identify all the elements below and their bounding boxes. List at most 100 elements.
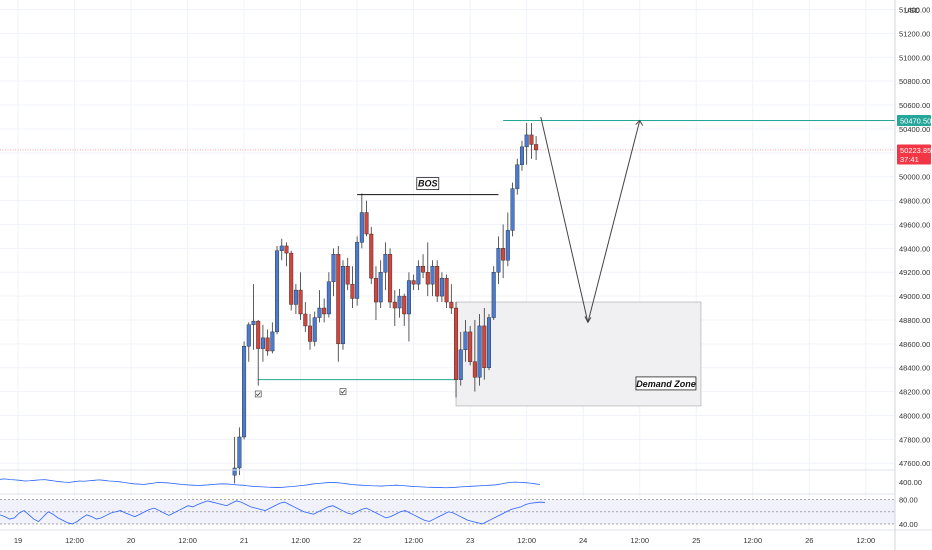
candle[interactable] [331,248,336,297]
projection-path [540,116,641,323]
candle[interactable] [477,313,482,386]
time-tick-label: 12:00 [630,536,649,545]
candle[interactable] [487,313,492,371]
candle[interactable] [275,245,280,335]
candle[interactable] [388,248,393,309]
candle[interactable] [411,274,416,291]
candle[interactable] [251,284,256,350]
candle-body [270,331,275,352]
candle[interactable] [303,302,308,332]
candle-body [251,320,256,325]
candle-body [454,307,459,380]
indicator1-tick-label: 400.00 [899,478,922,487]
candle-body [468,331,473,362]
time-tick-label: 12:00 [743,536,762,545]
candle[interactable] [468,325,473,366]
candle-body [491,272,496,318]
candle[interactable] [397,288,402,318]
candle[interactable] [421,254,426,279]
candle[interactable] [256,319,261,386]
candles[interactable] [232,122,539,484]
candle[interactable] [265,329,270,356]
price-tick-label: 48000.00 [899,411,930,420]
grid-lines [0,0,895,530]
candle[interactable] [340,260,345,350]
candle-body [308,325,313,342]
candle[interactable] [378,260,383,309]
time-tick-label: 12:00 [65,536,84,545]
price-axis[interactable]: 47600.00 47800.00 48000.00 48200.00 48400.00… [894,0,931,550]
candle[interactable] [279,238,284,261]
candle[interactable] [425,242,430,297]
candle[interactable] [298,272,303,320]
candle[interactable] [270,322,275,354]
candle[interactable] [435,260,440,303]
candle[interactable] [444,274,449,309]
candle[interactable] [355,236,360,306]
candle[interactable] [308,313,313,350]
candle[interactable] [402,293,407,326]
price-tick-label: 48400.00 [899,364,930,373]
candle[interactable] [458,331,463,386]
candle[interactable] [237,427,242,476]
candle[interactable] [369,226,374,285]
price-tick-label: 47600.00 [899,459,930,468]
candle[interactable] [260,324,265,362]
candle-body [534,144,539,151]
candle[interactable] [416,260,421,291]
currency-label: USD [904,6,920,15]
demand-zone-label: Demand Zone [636,379,696,389]
candle[interactable] [284,242,289,267]
candle[interactable] [501,224,506,279]
price-tick-label: 49400.00 [899,244,930,253]
candle-body [496,248,501,273]
candle[interactable] [336,245,341,362]
candle[interactable] [519,140,524,171]
candle[interactable] [529,122,534,159]
candle-body [350,283,355,299]
candle[interactable] [383,242,388,291]
candle[interactable] [242,341,247,440]
candle[interactable] [406,272,411,342]
candle[interactable] [496,236,501,285]
candle[interactable] [322,298,327,323]
candle[interactable] [482,308,487,380]
candle[interactable] [364,200,369,237]
candle-body [256,320,261,349]
candle[interactable] [317,290,322,323]
candle[interactable] [430,260,435,297]
candle[interactable] [510,182,515,237]
candle-body [317,307,322,318]
price-tick-label: 49000.00 [899,292,930,301]
candle[interactable] [289,250,294,311]
candle[interactable] [439,272,444,303]
candle-body [322,307,327,315]
candle-body [237,436,242,469]
candle[interactable] [463,319,468,362]
candle[interactable] [449,284,454,314]
candle[interactable] [350,266,355,309]
price-tick-label: 51200.00 [899,29,930,38]
candle[interactable] [232,436,237,484]
candle[interactable] [515,158,520,195]
candle[interactable] [524,122,529,165]
candle[interactable] [359,193,364,249]
candle[interactable] [373,266,378,320]
candle[interactable] [472,319,477,392]
candle[interactable] [491,266,496,320]
candle[interactable] [505,212,510,267]
candle[interactable] [293,284,298,314]
candle[interactable] [392,290,397,326]
candle[interactable] [312,311,317,347]
checkmark-tick [255,392,261,397]
candle[interactable] [345,257,350,291]
time-tick-label: 12:00 [856,536,875,545]
time-axis[interactable]: 19 12:00 20 12:00 21 12:00 22 12:00 23 12:00 24 12:… [14,536,875,545]
candle[interactable] [454,302,459,398]
indicator-panes [0,469,932,531]
candle[interactable] [246,322,251,362]
projection-arrowhead-up [635,119,644,126]
candle[interactable] [534,136,539,160]
candle[interactable] [326,272,331,318]
